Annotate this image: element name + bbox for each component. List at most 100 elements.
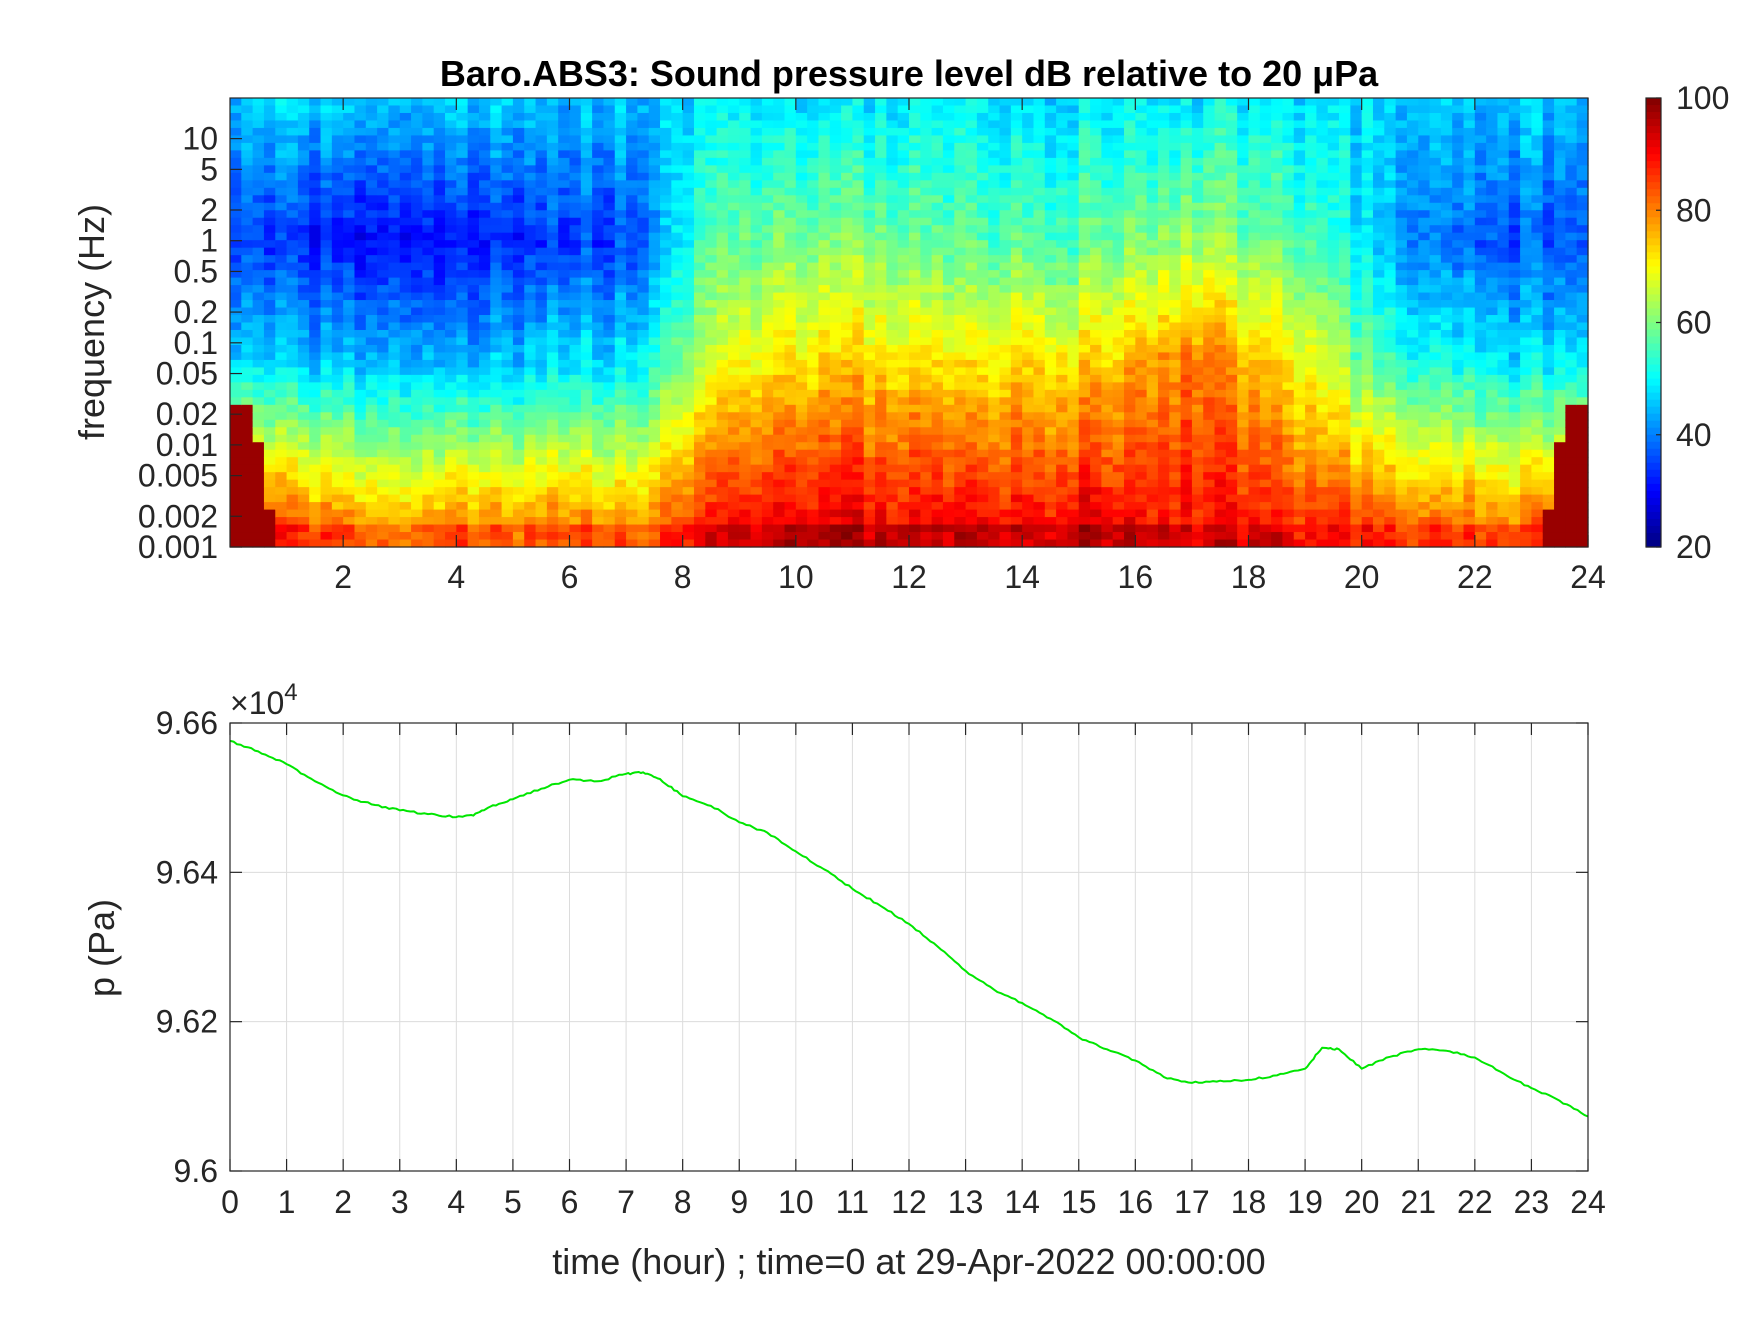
spectrogram-cell	[365, 359, 378, 368]
spectrogram-cell	[592, 300, 605, 309]
spectrogram-cell	[230, 539, 242, 548]
spectrogram-cell	[1090, 479, 1102, 488]
spectrogram-cell	[841, 509, 854, 518]
spectrogram-cell	[558, 292, 571, 301]
spectrogram-cell	[501, 434, 514, 443]
spectrogram-cell	[976, 419, 989, 428]
spectrogram-cell	[909, 300, 921, 309]
spectrogram-cell	[852, 404, 865, 413]
spectrogram-cell	[286, 247, 299, 256]
spectrogram-cell	[1033, 285, 1046, 294]
spectrogram-cell	[637, 472, 650, 481]
spectrogram-cell	[512, 352, 525, 361]
spectrogram-cell	[976, 98, 989, 107]
spectrogram-cell	[637, 464, 650, 473]
spectrogram-cell	[558, 472, 571, 481]
spectrogram-cell	[422, 352, 435, 361]
spectrogram-cell	[354, 457, 367, 466]
spectrogram-cell	[1010, 270, 1023, 279]
spectrogram-cell	[1112, 240, 1125, 249]
spectrogram-cell	[909, 434, 921, 443]
spectrogram-cell	[829, 240, 842, 249]
spectrogram-cell	[603, 255, 616, 264]
spectrogram-cell	[433, 187, 446, 196]
spectrogram-cell	[1067, 142, 1080, 151]
spectrogram-cell	[411, 292, 423, 301]
spectrogram-cell	[331, 105, 344, 114]
spectrogram-cell	[309, 142, 322, 151]
spectrogram-cell	[626, 217, 638, 226]
spectrogram-cell	[309, 262, 322, 271]
spectrogram-cell	[1044, 217, 1057, 226]
spectrogram-cell	[988, 247, 1001, 256]
spectrogram-cell	[682, 142, 695, 151]
spectrogram-cell	[478, 479, 491, 488]
spectrogram-cell	[343, 442, 356, 451]
spectrogram-cell	[286, 434, 299, 443]
spectrogram-cell	[592, 419, 605, 428]
spectrogram-cell	[524, 532, 537, 541]
spectrogram-cell	[388, 270, 401, 279]
spectrogram-cell	[580, 270, 593, 279]
spectrogram-cell	[931, 247, 944, 256]
spectrogram-cell	[931, 142, 944, 151]
spectrogram-cell	[773, 247, 786, 256]
spectrogram-cell	[433, 389, 446, 398]
spectrogram-cell	[263, 337, 276, 346]
spectrogram-cell	[976, 434, 989, 443]
spectrogram-cell	[241, 315, 254, 324]
spectrogram-cell	[818, 195, 831, 204]
spectrogram-cell	[1124, 98, 1136, 107]
spectrogram-cell	[263, 300, 276, 309]
spectrogram-cell	[535, 427, 548, 436]
spectrogram-cell	[897, 337, 910, 346]
spectrogram-cell	[320, 195, 333, 204]
spectrogram-cell	[1067, 502, 1080, 511]
spectrogram-cell	[626, 524, 638, 533]
spectrogram-cell	[739, 180, 752, 189]
spectrogram-cell	[727, 180, 740, 189]
spectrogram-cell	[580, 307, 593, 316]
spectrogram-cell	[286, 172, 299, 181]
spectrogram-cell	[399, 502, 412, 511]
spectrogram-cell	[1033, 232, 1046, 241]
spectrogram-cell	[1056, 225, 1069, 234]
spectrogram-cell	[988, 262, 1001, 271]
spectrogram-cell	[942, 412, 955, 421]
spectrogram-cell	[761, 337, 774, 346]
spectrogram-cell	[999, 172, 1012, 181]
spectrogram-cell	[331, 195, 344, 204]
spectrogram-cell	[343, 434, 356, 443]
spectrogram-cell	[501, 517, 514, 526]
spectrogram-cell	[354, 98, 367, 107]
spectrogram-cell	[852, 389, 865, 398]
spectrogram-cell	[875, 105, 887, 114]
spectrogram-cell	[422, 292, 435, 301]
spectrogram-cell	[490, 262, 503, 271]
spectrogram-cell	[388, 217, 401, 226]
spectrogram-cell	[309, 150, 322, 159]
spectrogram-cell	[320, 464, 333, 473]
spectrogram-cell	[524, 307, 537, 316]
spectrogram-cell	[1157, 479, 1170, 488]
spectrogram-cell	[1022, 120, 1035, 129]
spectrogram-cell	[671, 285, 684, 294]
spectrogram-cell	[456, 517, 469, 526]
spectrogram-cell	[309, 232, 322, 241]
spectrogram-cell	[614, 202, 627, 211]
spectrogram-cell	[343, 382, 356, 391]
spectrogram-cell	[965, 517, 978, 526]
spectrogram-cell	[818, 127, 831, 137]
spectrogram-cell	[988, 374, 1001, 383]
spectrogram-cell	[1033, 442, 1046, 451]
spectrogram-cell	[784, 389, 797, 398]
spectrogram-cell	[365, 397, 378, 406]
spectrogram-cell	[230, 187, 242, 196]
spectrogram-cell	[920, 98, 933, 107]
spectrogram-cell	[750, 150, 763, 159]
spectrogram-cell	[603, 359, 616, 368]
spectrogram-cell	[445, 472, 457, 481]
spectrogram-cell	[569, 464, 582, 473]
spectrogram-cell	[286, 180, 299, 189]
spectrogram-cell	[1044, 374, 1057, 383]
